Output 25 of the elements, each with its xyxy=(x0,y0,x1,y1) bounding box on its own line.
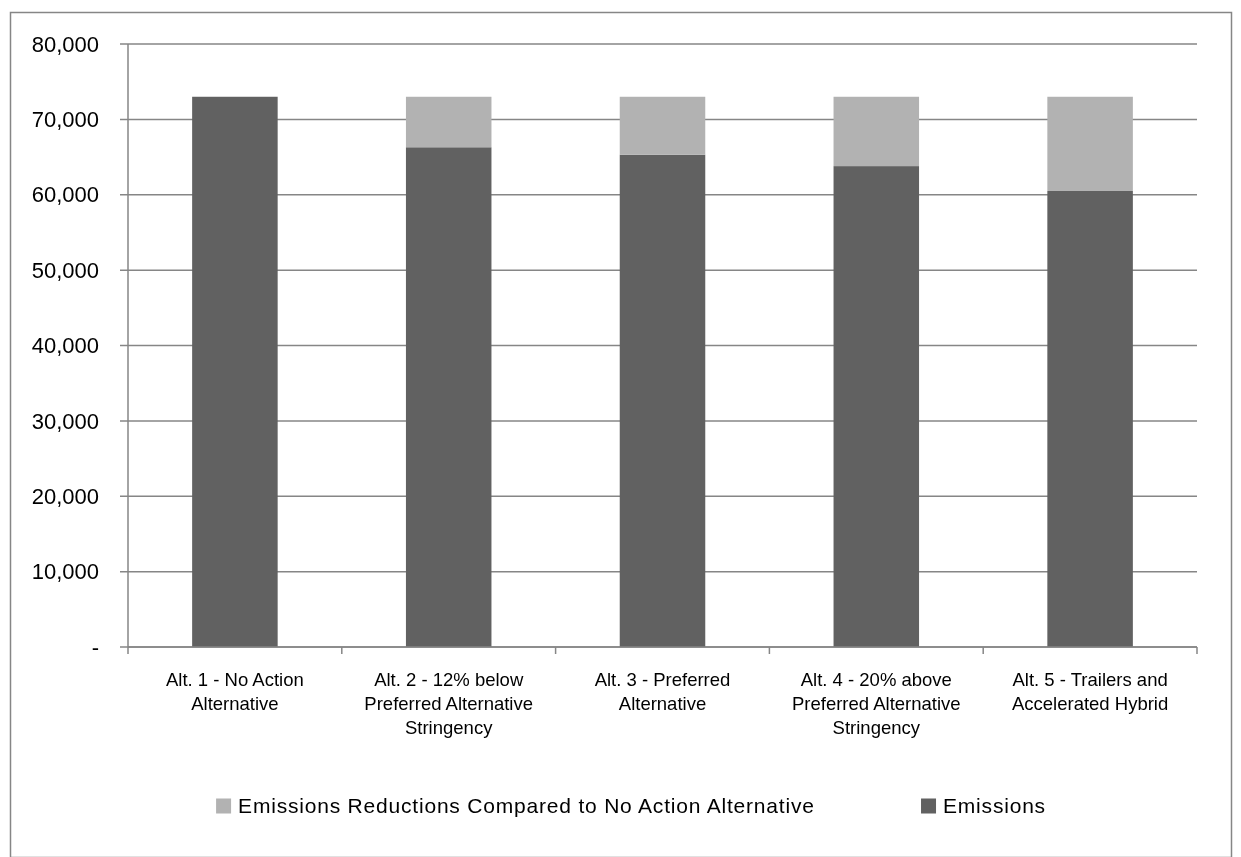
x-tick-label: Alt. 1 - No Action Alternative xyxy=(166,669,304,715)
x-tick-label: Alt. 3 - Preferred Alternative xyxy=(594,669,731,715)
y-tick-label: 80,000 xyxy=(31,31,99,57)
bar xyxy=(833,96,920,167)
bar xyxy=(192,96,278,647)
y-tick-label: 20,000 xyxy=(31,483,99,509)
y-tick-label: 60,000 xyxy=(31,182,99,208)
legend-label: Emissions xyxy=(943,794,1046,818)
bar xyxy=(619,96,706,155)
y-tick-label: - xyxy=(91,634,99,660)
bar xyxy=(1047,190,1133,647)
bar xyxy=(1047,96,1133,191)
y-tick-label: 10,000 xyxy=(31,559,99,585)
legend-label: Emissions Reductions Compared to No Action Alternative xyxy=(238,794,815,818)
y-tick-label: 70,000 xyxy=(31,107,99,133)
bar xyxy=(833,166,920,647)
y-tick-label: 40,000 xyxy=(31,333,99,359)
y-tick-label: 30,000 xyxy=(31,408,99,434)
x-tick-label: Alt. 5 - Trailers and Accelerated Hybrid xyxy=(1011,669,1169,715)
x-tick-label: Alt. 4 - 20% above Preferred Alternative Stringency xyxy=(791,669,961,739)
bar xyxy=(405,147,492,647)
y-tick-label: 50,000 xyxy=(31,257,99,283)
bar xyxy=(619,154,706,647)
x-tick-label: Alt. 2 - 12% below Preferred Alternative Stringency xyxy=(364,669,534,739)
bar xyxy=(405,96,492,148)
